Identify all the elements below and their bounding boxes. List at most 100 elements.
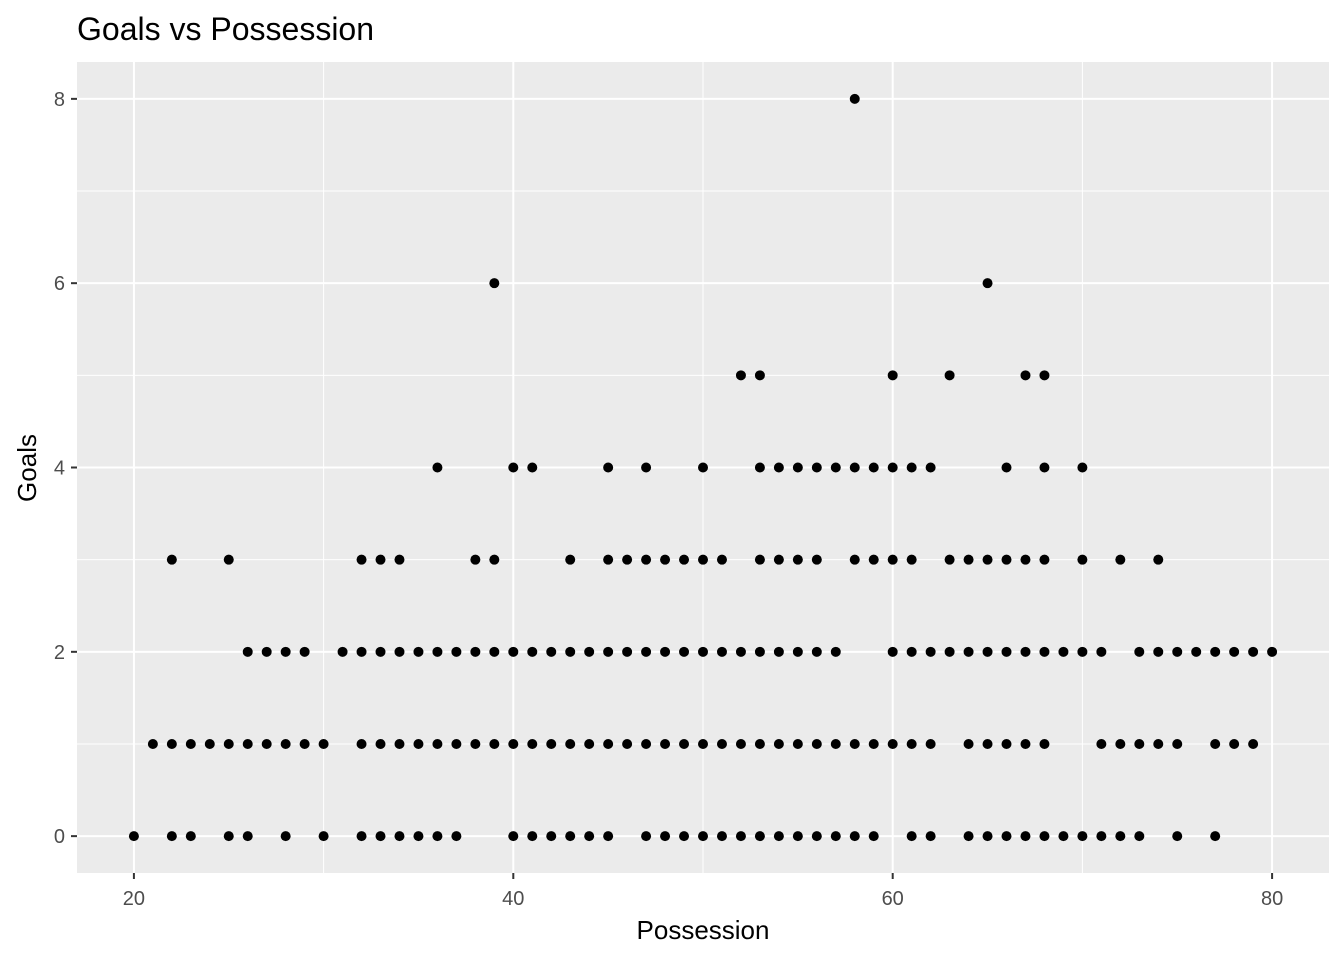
data-point xyxy=(773,554,784,565)
data-point xyxy=(527,462,538,473)
y-tick-label: 2 xyxy=(54,642,65,664)
data-point xyxy=(261,646,272,657)
data-point xyxy=(679,554,690,565)
data-point xyxy=(1020,738,1031,749)
data-point xyxy=(754,462,765,473)
data-point xyxy=(508,462,519,473)
data-point xyxy=(1039,370,1050,381)
data-point xyxy=(830,738,841,749)
data-point xyxy=(1077,646,1088,657)
data-point xyxy=(375,831,386,842)
data-point xyxy=(811,831,822,842)
data-point xyxy=(413,738,424,749)
data-point xyxy=(508,738,519,749)
data-point xyxy=(1039,462,1050,473)
data-point xyxy=(508,831,519,842)
data-point xyxy=(944,370,955,381)
data-point xyxy=(261,738,272,749)
data-point xyxy=(223,831,234,842)
data-point xyxy=(982,738,993,749)
data-point xyxy=(1020,554,1031,565)
data-point xyxy=(318,738,329,749)
data-point xyxy=(868,554,879,565)
data-point xyxy=(584,646,595,657)
y-tick-label: 0 xyxy=(54,826,65,848)
data-point xyxy=(1134,738,1145,749)
data-point xyxy=(849,554,860,565)
data-point xyxy=(318,831,329,842)
y-axis-title: Goals xyxy=(12,434,42,502)
data-point xyxy=(204,738,215,749)
data-point xyxy=(925,738,936,749)
data-point xyxy=(527,646,538,657)
data-point xyxy=(1058,831,1069,842)
data-point xyxy=(811,554,822,565)
data-point xyxy=(679,738,690,749)
data-point xyxy=(622,646,633,657)
data-point xyxy=(394,554,405,565)
data-point xyxy=(982,278,993,289)
x-tick-label: 20 xyxy=(123,888,145,910)
data-point xyxy=(1001,462,1012,473)
data-point xyxy=(660,831,671,842)
data-point xyxy=(792,831,803,842)
data-point xyxy=(1115,738,1126,749)
data-point xyxy=(698,738,708,749)
data-point xyxy=(451,738,462,749)
data-point xyxy=(489,554,500,565)
data-point xyxy=(1172,831,1183,842)
data-point xyxy=(489,646,500,657)
x-axis-ticks: 20 40 60 80 xyxy=(123,873,1283,910)
data-point xyxy=(735,370,746,381)
data-point xyxy=(1096,831,1107,842)
data-point xyxy=(432,738,443,749)
x-tick-label: 80 xyxy=(1261,888,1283,910)
data-point xyxy=(1058,646,1069,657)
data-point xyxy=(754,831,765,842)
data-point xyxy=(641,831,652,842)
data-point xyxy=(1039,646,1050,657)
data-point xyxy=(1020,646,1031,657)
data-point xyxy=(679,831,690,842)
data-point xyxy=(830,831,841,842)
data-point xyxy=(1210,831,1221,842)
data-point xyxy=(565,738,576,749)
data-point xyxy=(887,370,898,381)
data-point xyxy=(811,462,822,473)
data-point xyxy=(906,738,917,749)
data-point xyxy=(1267,646,1278,657)
y-tick-label: 4 xyxy=(54,458,65,480)
data-point xyxy=(944,554,955,565)
data-point xyxy=(337,646,348,657)
data-point xyxy=(698,554,708,565)
data-point xyxy=(849,831,860,842)
data-point xyxy=(1172,646,1183,657)
data-point xyxy=(868,462,879,473)
data-point xyxy=(1191,646,1202,657)
data-point xyxy=(906,646,917,657)
data-point xyxy=(887,738,898,749)
data-point xyxy=(811,646,822,657)
data-point xyxy=(963,738,974,749)
data-point xyxy=(698,462,708,473)
data-point xyxy=(280,738,291,749)
data-point xyxy=(887,554,898,565)
data-point xyxy=(375,738,386,749)
data-point xyxy=(698,646,708,657)
data-point xyxy=(432,462,443,473)
data-point xyxy=(773,738,784,749)
x-tick-label: 60 xyxy=(882,888,904,910)
data-point xyxy=(166,831,177,842)
data-point xyxy=(830,646,841,657)
data-point xyxy=(773,831,784,842)
data-point xyxy=(1134,831,1145,842)
data-point xyxy=(1096,646,1107,657)
data-point xyxy=(849,93,860,104)
data-point xyxy=(527,831,538,842)
data-point xyxy=(413,831,424,842)
data-point xyxy=(185,738,196,749)
data-point xyxy=(906,831,917,842)
data-point xyxy=(849,738,860,749)
data-point xyxy=(375,554,386,565)
